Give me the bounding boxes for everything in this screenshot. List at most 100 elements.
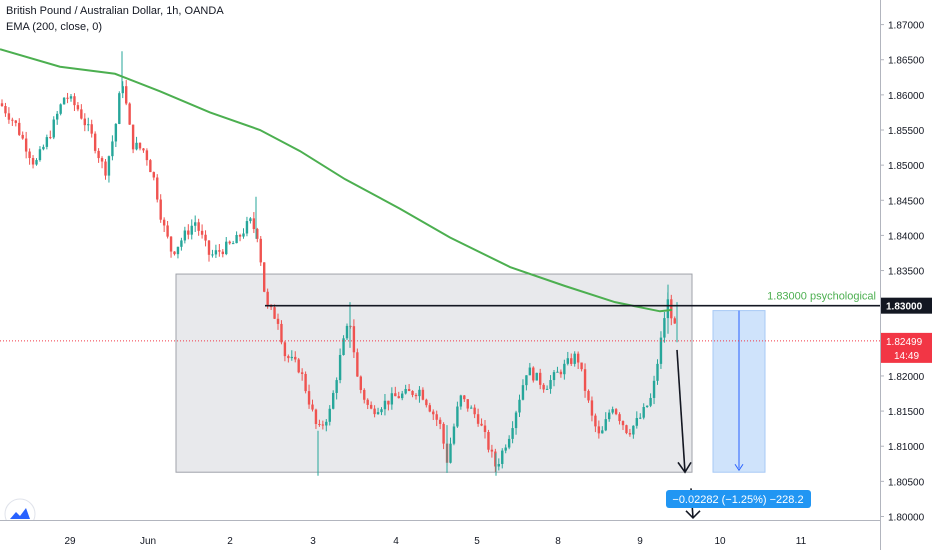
candle-body bbox=[532, 367, 535, 381]
candle bbox=[587, 389, 590, 403]
candle-body bbox=[307, 391, 311, 405]
candle bbox=[93, 131, 97, 154]
candle bbox=[21, 131, 24, 140]
candle bbox=[149, 158, 152, 173]
candle-body bbox=[297, 359, 300, 373]
current-price-label[interactable]: 1.82499 14:49 bbox=[881, 332, 932, 363]
candle-body bbox=[190, 225, 193, 235]
candle bbox=[459, 394, 463, 410]
ema-200-line[interactable] bbox=[0, 48, 673, 313]
candle-body bbox=[497, 463, 500, 467]
candle bbox=[338, 348, 342, 384]
candle bbox=[614, 407, 618, 416]
candle-body bbox=[342, 338, 345, 355]
candle bbox=[363, 388, 366, 404]
candle-body bbox=[442, 423, 445, 444]
candle bbox=[494, 448, 497, 473]
candle bbox=[594, 413, 597, 433]
candle bbox=[162, 217, 166, 233]
candle-body bbox=[483, 425, 487, 432]
candle-body bbox=[194, 222, 197, 226]
candle bbox=[611, 406, 614, 415]
candle bbox=[235, 231, 238, 244]
range-rectangle[interactable] bbox=[175, 273, 693, 473]
resistance-price-text: 1.83000 bbox=[886, 302, 923, 313]
candle bbox=[69, 93, 73, 102]
resistance-label: 1.83000 psychological bbox=[767, 291, 876, 303]
candle-body bbox=[632, 425, 635, 435]
candle bbox=[290, 350, 293, 361]
candle-body bbox=[318, 423, 321, 425]
candle-body bbox=[576, 353, 580, 363]
price-tick-label: 1.81000 bbox=[888, 442, 925, 453]
candle-body bbox=[197, 222, 200, 231]
candle-body bbox=[449, 443, 452, 463]
candle bbox=[238, 233, 242, 242]
candles bbox=[0, 51, 678, 476]
candle bbox=[300, 368, 304, 381]
candle-body bbox=[601, 430, 604, 434]
time-tick-label: 9 bbox=[637, 536, 643, 547]
candle bbox=[521, 379, 525, 401]
time-axis[interactable]: 29 Jun 2 3 4 5 8 9 10 11 bbox=[0, 520, 880, 550]
candle-body bbox=[204, 234, 207, 241]
indicator-label[interactable]: EMA (200, close, 0) bbox=[6, 21, 102, 33]
price-tick-label: 1.84000 bbox=[888, 231, 925, 242]
candle-body bbox=[618, 414, 621, 422]
candle bbox=[656, 359, 659, 385]
candle-body bbox=[228, 241, 231, 244]
candle bbox=[18, 118, 21, 137]
candle bbox=[673, 316, 676, 324]
down-arrow-head bbox=[685, 510, 701, 520]
price-axis[interactable]: 1.87000 1.86500 1.86000 1.85500 1.85000 1.845… bbox=[880, 0, 932, 550]
candle-body bbox=[93, 133, 97, 151]
candle bbox=[225, 237, 228, 256]
candle-body bbox=[463, 395, 466, 400]
candle-body bbox=[401, 393, 404, 399]
candle-body bbox=[156, 177, 159, 200]
candle bbox=[359, 375, 362, 394]
candle-body bbox=[352, 326, 356, 353]
candle bbox=[580, 362, 583, 372]
candle-body bbox=[35, 160, 38, 165]
candle-body bbox=[345, 325, 349, 339]
candle-body bbox=[73, 96, 76, 106]
candle bbox=[190, 219, 193, 240]
candle bbox=[590, 396, 594, 422]
candle bbox=[128, 102, 131, 125]
candle bbox=[645, 405, 649, 408]
candle bbox=[452, 423, 456, 446]
candle-body bbox=[42, 146, 45, 150]
candle-body bbox=[28, 151, 31, 159]
candle bbox=[49, 130, 52, 140]
candle-body bbox=[366, 399, 369, 405]
candle bbox=[514, 410, 518, 435]
candle-body bbox=[59, 104, 62, 114]
price-tick-label: 1.80000 bbox=[888, 512, 925, 523]
candle-body bbox=[628, 433, 632, 435]
price-tick-label: 1.85500 bbox=[888, 126, 925, 137]
candle bbox=[14, 119, 17, 127]
candle-body bbox=[521, 385, 525, 400]
candle-body bbox=[473, 407, 476, 415]
candle bbox=[52, 116, 55, 140]
candle-body bbox=[539, 372, 542, 385]
candle-body bbox=[376, 412, 380, 415]
candle bbox=[639, 413, 642, 420]
symbol-title[interactable]: British Pound / Australian Dollar, 1h, O… bbox=[6, 5, 224, 17]
candle-body bbox=[128, 103, 131, 125]
candle-body bbox=[273, 307, 276, 319]
candle bbox=[90, 119, 93, 138]
candle-body bbox=[645, 405, 649, 407]
candle bbox=[131, 124, 135, 154]
candle bbox=[401, 390, 404, 401]
resistance-price-label[interactable]: 1.83000 bbox=[881, 297, 932, 314]
candle-body bbox=[276, 318, 280, 324]
measure-label[interactable]: −0.02282 (−1.25%) −228.2 bbox=[666, 490, 811, 508]
candle bbox=[483, 419, 487, 439]
candle bbox=[83, 113, 86, 132]
candle bbox=[256, 227, 259, 243]
overlays[interactable]: 1.83000 psychological −0.02282 (−1.25%) −… bbox=[0, 48, 880, 530]
drawings[interactable] bbox=[175, 273, 766, 473]
